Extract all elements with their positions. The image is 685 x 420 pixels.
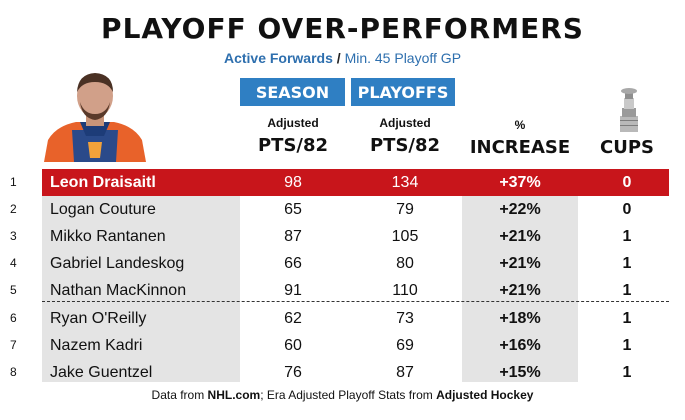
increase-col-header: INCREASE [469,137,571,158]
increase-column-shade [462,196,578,382]
season-pts-cell: 60 [284,337,302,354]
player-name-cell: Leon Draisaitl [50,174,156,191]
highlight-bar [42,169,669,196]
increase-col-sub: % [514,118,526,132]
playoffs-pts-cell: 80 [396,255,414,272]
footer-source1: NHL.com [207,388,261,402]
season-pts-cell: 98 [284,174,302,191]
playoffs-pts-cell: 73 [396,310,414,327]
subtitle-main: Active Forwards [223,50,333,66]
playoffs-pts-cell: 105 [391,228,419,245]
subtitle-rest: Min. 45 Playoff GP [344,50,462,66]
cups-cell: 1 [622,310,632,327]
player-name-cell: Nathan MacKinnon [50,282,187,299]
subtitle-slash: / [336,50,341,66]
divider-line [42,301,669,302]
increase-cell: +21% [499,228,541,245]
increase-cell: +21% [499,282,541,299]
increase-cell: +37% [499,174,541,191]
cups-cell: 1 [622,337,632,354]
table-row: 4 Gabriel Landeskog 66 80 +21% 1 [0,250,685,277]
footer-prefix: Data from [151,388,208,402]
playoffs-pts-cell: 87 [396,364,414,381]
table-row: 2 Logan Couture 65 79 +22% 0 [0,196,685,223]
table-row: 7 Nazem Kadri 60 69 +16% 1 [0,332,685,359]
increase-cell: +22% [499,201,541,218]
increase-cell: +18% [499,310,541,327]
rank-cell: 6 [10,311,17,325]
season-col-header: PTS/82 [257,135,329,156]
player-name-cell: Logan Couture [50,201,156,218]
cups-col-header: CUPS [600,137,654,158]
player-name-cell: Gabriel Landeskog [50,255,185,272]
season-col-sub: Adjusted [267,116,319,130]
table-row: 1 Leon Draisaitl 98 134 +37% 0 [0,169,685,196]
playoffs-pts-cell: 69 [396,337,414,354]
rank-cell: 5 [10,283,17,297]
rank-cell: 8 [10,365,17,379]
season-group-button[interactable]: SEASON [240,78,345,106]
cups-cell: 1 [622,255,632,272]
season-pts-cell: 91 [284,282,302,299]
player-name-cell: Nazem Kadri [50,337,143,354]
rank-cell: 2 [10,202,17,216]
footer-source2: Adjusted Hockey [436,388,534,402]
player-photo [44,73,146,162]
table-row: 6 Ryan O'Reilly 62 73 +18% 1 [0,305,685,332]
cups-cell: 1 [622,364,632,381]
playoffs-group-button[interactable]: PLAYOFFS [351,78,455,106]
table-row: 3 Mikko Rantanen 87 105 +21% 1 [0,223,685,250]
player-name-cell: Ryan O'Reilly [50,310,147,327]
player-name-cell: Mikko Rantanen [50,228,166,245]
playoffs-col-sub: Adjusted [379,116,431,130]
cups-cell: 1 [622,282,632,299]
season-pts-cell: 66 [284,255,302,272]
rank-cell: 7 [10,338,17,352]
season-pts-cell: 62 [284,310,302,327]
name-column-shade [42,196,240,382]
increase-cell: +16% [499,337,541,354]
table-row: 5 Nathan MacKinnon 91 110 +21% 1 [0,277,685,304]
chart-title: PLAYOFF OVER-PERFORMERS [101,12,584,45]
increase-cell: +15% [499,364,541,381]
cups-cell: 1 [622,228,632,245]
rank-cell: 3 [10,229,17,243]
season-pts-cell: 87 [284,228,302,245]
stanley-cup-icon [620,88,638,132]
season-pts-cell: 76 [284,364,302,381]
increase-cell: +21% [499,255,541,272]
chart-subtitle: Active Forwards / Min. 45 Playoff GP [0,50,685,66]
rank-cell: 4 [10,256,17,270]
footer-middle: ; Era Adjusted Playoff Stats from [260,388,437,402]
playoffs-pts-cell: 110 [392,282,418,299]
season-pts-cell: 65 [284,201,302,218]
footer-source: Data from NHL.com; Era Adjusted Playoff … [0,388,685,402]
playoffs-col-header: PTS/82 [369,135,441,156]
rank-cell: 1 [10,175,17,189]
playoffs-pts-cell: 134 [391,174,419,191]
table-row: 8 Jake Guentzel 76 87 +15% 1 [0,359,685,386]
cups-cell: 0 [622,174,632,191]
cups-cell: 0 [622,201,632,218]
playoffs-pts-cell: 79 [396,201,414,218]
player-name-cell: Jake Guentzel [50,364,153,381]
